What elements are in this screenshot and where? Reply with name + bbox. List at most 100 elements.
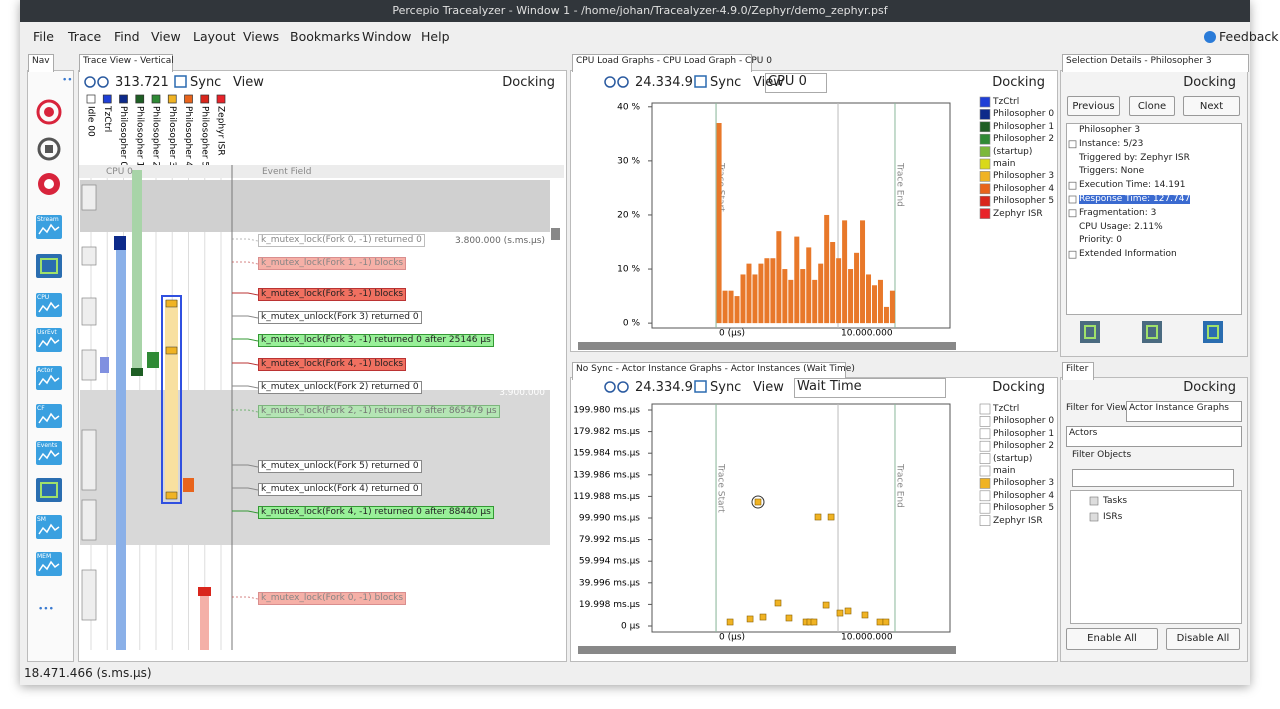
button[interactable]: Disable All	[1166, 628, 1240, 650]
nav-icon-glyph	[38, 301, 60, 313]
tree-item[interactable]: Priority: 0	[1079, 235, 1122, 246]
legend-label[interactable]: main	[993, 466, 1016, 476]
h-scrollbar	[578, 342, 956, 350]
menu-item[interactable]: Trace	[68, 29, 102, 44]
nav-icon-label[interactable]: MEM	[37, 553, 52, 560]
event-connector	[232, 510, 259, 514]
feedback-button[interactable]: Feedback	[1219, 29, 1279, 44]
button[interactable]: Next	[1183, 96, 1240, 116]
window-title: Percepio Tracealyzer - Window 1 - /home/…	[392, 4, 888, 17]
legend-label[interactable]: (startup)	[993, 453, 1033, 464]
sync-button[interactable]: Sync	[710, 75, 742, 90]
docking-button[interactable]: Docking	[992, 75, 1045, 90]
event-label[interactable]: k_mutex_unlock(Fork 3) returned 0	[258, 311, 422, 324]
event-label[interactable]: k_mutex_lock(Fork 3, -1) returned 0 afte…	[258, 334, 494, 347]
y-tick-label: 119.988 ms.µs	[573, 492, 640, 502]
docking-button[interactable]: Docking	[502, 75, 555, 90]
actor-label: Idle 00	[86, 106, 96, 137]
legend-label[interactable]: Philosopher 3	[993, 478, 1055, 489]
filter-input[interactable]	[1072, 469, 1234, 487]
select[interactable]: Actors	[1066, 426, 1242, 447]
legend-label[interactable]: Philosopher 0	[993, 416, 1055, 427]
button[interactable]: Enable All	[1066, 628, 1158, 650]
toolbar-icon	[1203, 321, 1223, 343]
bar	[860, 220, 866, 324]
event-label[interactable]: k_mutex_lock(Fork 4, -1) blocks	[258, 358, 407, 371]
docking-button[interactable]: Docking	[1183, 75, 1236, 90]
event-label[interactable]: k_mutex_unlock(Fork 5) returned 0	[258, 460, 422, 473]
zoom-value[interactable]: 24.334.9	[635, 75, 693, 90]
button[interactable]: Previous	[1067, 96, 1120, 116]
nav-icon-label[interactable]: UsrEvt	[37, 329, 57, 336]
tree-item[interactable]: Execution Time: 14.191	[1079, 180, 1186, 191]
legend-label[interactable]: Philosopher 2	[993, 441, 1055, 452]
idle-bar	[81, 569, 97, 621]
tree-item[interactable]: Fragmentation: 3	[1079, 207, 1157, 218]
legend-label[interactable]: Philosopher 5	[993, 503, 1055, 514]
tree-item[interactable]: Response Time: 127.747	[1079, 194, 1191, 204]
event-label[interactable]: k_mutex_lock(Fork 2, -1) returned 0 afte…	[258, 405, 500, 418]
zoom-out	[617, 381, 629, 393]
y-tick-label: 159.984 ms.µs	[573, 449, 640, 459]
view-menu[interactable]: View	[753, 380, 784, 395]
docking-button[interactable]: Docking	[992, 380, 1045, 395]
event-label[interactable]: k_mutex_unlock(Fork 4) returned 0	[258, 483, 422, 496]
menu-item[interactable]: Help	[421, 29, 450, 44]
tree-item[interactable]: Instance: 5/23	[1079, 138, 1144, 149]
menu-item[interactable]: Window	[362, 29, 412, 44]
tree-item[interactable]: ISRs	[1103, 512, 1123, 522]
title-bar	[20, 0, 1250, 22]
event-label[interactable]: k_mutex_lock(Fork 0, -1) blocks	[258, 592, 407, 605]
menu-item[interactable]: File	[33, 29, 54, 44]
menu-item[interactable]: Find	[114, 29, 140, 44]
sync-button[interactable]: Sync	[710, 380, 742, 395]
tree-item[interactable]: Triggers: None	[1079, 166, 1145, 177]
select[interactable]: Actor Instance Graphs	[1126, 401, 1242, 422]
nav-icon-label[interactable]: CPU	[37, 294, 50, 301]
tree-item[interactable]: CPU Usage: 2.11%	[1079, 221, 1163, 232]
toolbar-icon	[1142, 321, 1162, 343]
legend-label[interactable]: Zephyr ISR	[993, 515, 1043, 526]
record-button	[36, 99, 62, 125]
menu-item[interactable]: Views	[243, 29, 280, 44]
time-label: 3.800.000 (s.ms.µs)	[455, 236, 545, 246]
legend-swatch	[979, 133, 991, 145]
zoom-value[interactable]: 313.721	[115, 75, 169, 90]
nav-icon-label[interactable]: SM	[37, 516, 46, 523]
bar	[842, 220, 848, 324]
bar	[728, 290, 734, 324]
nav-icon-label[interactable]: Stream	[37, 216, 59, 223]
docking-button[interactable]: Docking	[1183, 380, 1236, 395]
y-tick-label: 199.980 ms.µs	[573, 406, 640, 416]
tree-item[interactable]: Extended Information	[1079, 249, 1177, 260]
sync-button[interactable]: Sync	[190, 75, 222, 90]
legend-label[interactable]: Philosopher 1	[993, 428, 1055, 439]
event-label[interactable]: k_mutex_lock(Fork 0, -1) returned 0	[258, 234, 425, 247]
selector-value[interactable]: Wait Time	[797, 379, 862, 394]
menu-item[interactable]: Layout	[193, 29, 236, 44]
view-menu[interactable]: View	[233, 75, 264, 90]
event-label[interactable]: k_mutex_lock(Fork 3, -1) blocks	[258, 288, 407, 301]
button[interactable]: Clone	[1129, 96, 1175, 116]
nav-icon-label[interactable]: Actor	[37, 367, 53, 374]
tree-item[interactable]: Triggered by: Zephyr ISR	[1079, 152, 1190, 163]
legend-swatch	[979, 416, 991, 427]
point	[785, 614, 793, 622]
zoom-value[interactable]: 24.334.9	[635, 380, 693, 395]
event-label[interactable]: k_mutex_lock(Fork 4, -1) returned 0 afte…	[258, 506, 494, 519]
legend-label[interactable]: TzCtrl	[993, 404, 1020, 414]
event-label[interactable]: k_mutex_lock(Fork 1, -1) blocks	[258, 257, 407, 270]
event-label[interactable]: k_mutex_unlock(Fork 2) returned 0	[258, 381, 422, 394]
view-menu[interactable]: View	[753, 75, 784, 90]
bar	[794, 236, 800, 324]
menu-item[interactable]: View	[151, 29, 181, 44]
tree-item[interactable]: Philosopher 3	[1079, 125, 1141, 135]
nav-icon-label[interactable]: Events	[37, 442, 58, 449]
nav-icon-label[interactable]: CF	[37, 405, 45, 412]
bar	[836, 258, 842, 324]
menu-item[interactable]: Bookmarks	[290, 29, 360, 44]
selector-value[interactable]: CPU 0	[768, 74, 807, 89]
tree-item[interactable]: Tasks	[1103, 496, 1128, 506]
actor-swatch	[86, 94, 96, 104]
legend-label[interactable]: Philosopher 4	[993, 490, 1055, 501]
